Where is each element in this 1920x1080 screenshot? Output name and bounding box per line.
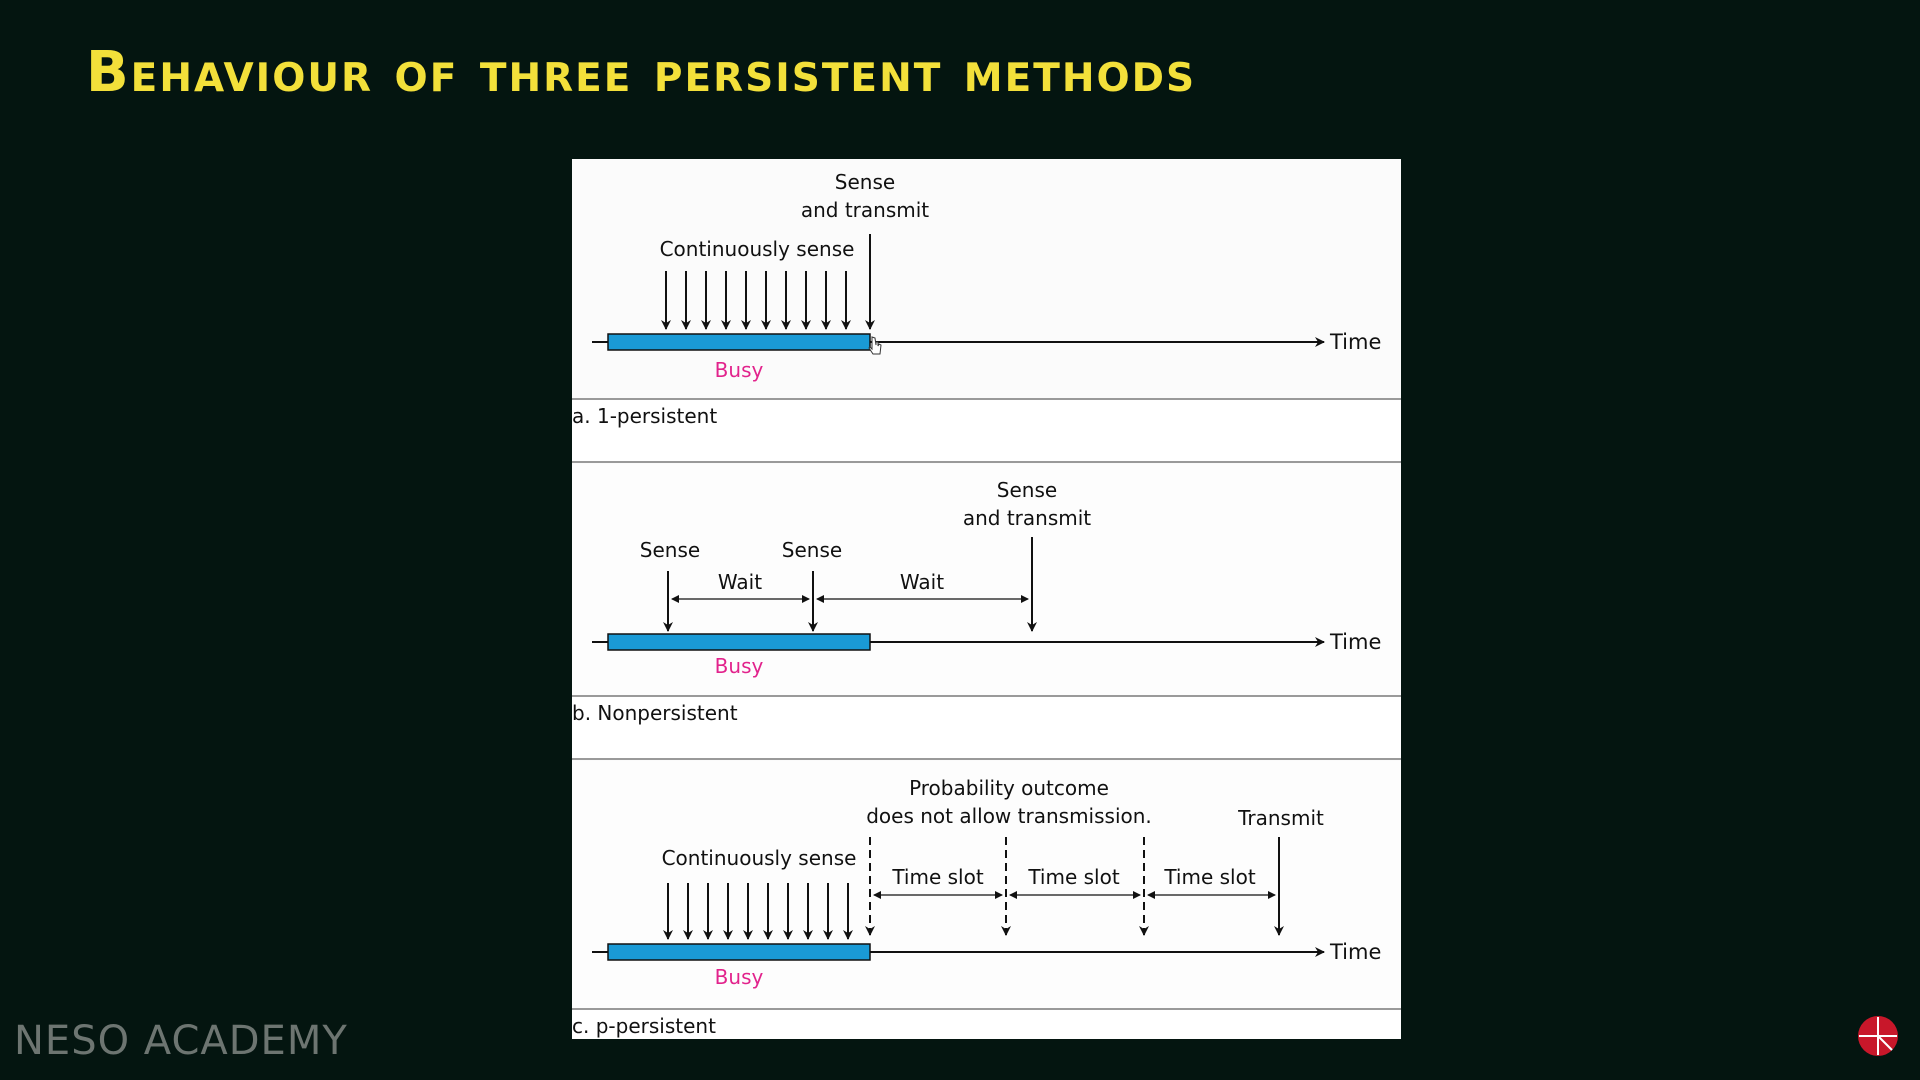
panel-b-caption: b. Nonpersistent <box>572 701 738 725</box>
busy-bar <box>607 333 871 351</box>
panel-a-caption-strip <box>572 400 1401 462</box>
transmit-label: Transmit <box>1237 806 1324 830</box>
panel-c-caption: c. p-persistent <box>572 1014 716 1038</box>
panel-c-caption-strip <box>572 1010 1401 1039</box>
continuously-sense-label: Continuously sense <box>662 846 857 870</box>
sense-transmit-label-line1: Sense <box>997 478 1057 502</box>
busy-label: Busy <box>715 965 764 989</box>
panel-a: Sense and transmit Continuously sense Ti… <box>572 159 1401 463</box>
busy-bar <box>607 943 871 961</box>
sense-label-1: Sense <box>640 538 700 562</box>
persistence-diagram: Sense and transmit Continuously sense Ti… <box>572 159 1401 1039</box>
time-slot-label-1: Time slot <box>891 865 984 889</box>
probability-outcome-line2: does not allow transmission. <box>866 804 1152 828</box>
sense-label-2: Sense <box>782 538 842 562</box>
sense-arrow-group <box>663 883 853 940</box>
neso-logo-icon <box>1856 1014 1900 1058</box>
panel-b-caption-strip <box>572 697 1401 759</box>
wait-label-1: Wait <box>718 570 762 594</box>
time-label: Time <box>1329 940 1381 964</box>
slide-title: Behaviour of three persistent methods <box>86 40 1197 105</box>
time-slot-label-2: Time slot <box>1027 865 1120 889</box>
csma-persistence-figure: Sense and transmit Continuously sense Ti… <box>572 159 1401 1039</box>
busy-bar <box>607 633 871 651</box>
panel-c: Probability outcome does not allow trans… <box>572 761 1401 1039</box>
sense-transmit-label-line2: and transmit <box>963 506 1091 530</box>
panel-c-area <box>572 761 1401 1009</box>
panel-a-area <box>572 159 1401 399</box>
sense-arrow-group <box>661 271 851 330</box>
probability-outcome-line1: Probability outcome <box>909 776 1109 800</box>
time-label: Time <box>1329 630 1381 654</box>
panel-a-caption: a. 1-persistent <box>572 404 717 428</box>
panel-b-area <box>572 464 1401 696</box>
sense-transmit-label-line1: Sense <box>835 170 895 194</box>
continuously-sense-label: Continuously sense <box>660 237 855 261</box>
time-slot-label-3: Time slot <box>1163 865 1256 889</box>
hand-cursor-icon <box>868 336 882 355</box>
neso-academy-watermark: NESO ACADEMY <box>14 1018 348 1064</box>
panel-b: Sense and transmit Sense Sense Wait Wait… <box>572 464 1401 760</box>
busy-label: Busy <box>715 358 764 382</box>
sense-transmit-label-line2: and transmit <box>801 198 929 222</box>
busy-label: Busy <box>715 654 764 678</box>
wait-label-2: Wait <box>900 570 944 594</box>
time-label: Time <box>1329 330 1381 354</box>
